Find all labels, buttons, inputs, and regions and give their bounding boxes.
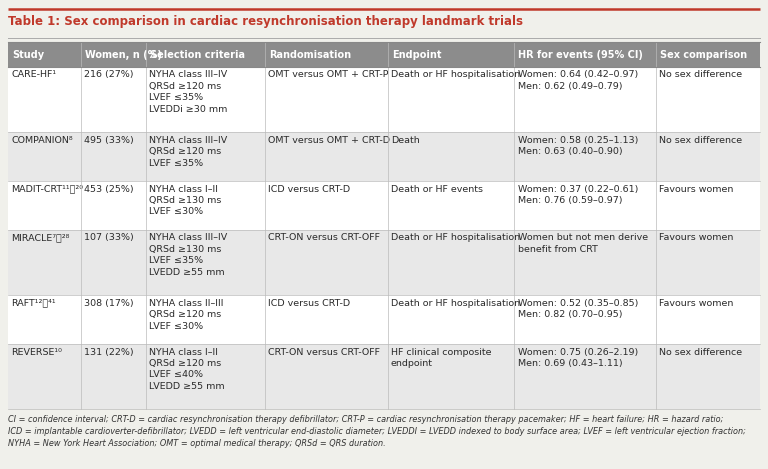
Text: RAFT¹²，⁴¹: RAFT¹²，⁴¹	[11, 299, 56, 308]
Text: CRT-ON versus CRT-OFF: CRT-ON versus CRT-OFF	[268, 234, 380, 242]
Text: ICD versus CRT-D: ICD versus CRT-D	[268, 299, 350, 308]
Text: Death or HF hospitalisation: Death or HF hospitalisation	[391, 234, 520, 242]
Bar	[8, 181, 760, 230]
Bar	[8, 344, 760, 409]
Text: Favours women: Favours women	[660, 299, 734, 308]
Bar	[8, 132, 760, 181]
Text: 453 (25%): 453 (25%)	[84, 185, 134, 194]
Text: ICD versus CRT-D: ICD versus CRT-D	[268, 185, 350, 194]
Text: 216 (27%): 216 (27%)	[84, 70, 134, 79]
Text: Women: 0.52 (0.35–0.85)
Men: 0.82 (0.70–0.95): Women: 0.52 (0.35–0.85) Men: 0.82 (0.70–…	[518, 299, 638, 319]
Bar	[8, 67, 760, 132]
Text: NYHA class III–IV
QRSd ≥120 ms
LVEF ≤35%
LVEDDi ≥30 mm: NYHA class III–IV QRSd ≥120 ms LVEF ≤35%…	[149, 70, 227, 114]
Text: Women but not men derive
benefit from CRT: Women but not men derive benefit from CR…	[518, 234, 647, 254]
Text: OMT versus OMT + CRT-D: OMT versus OMT + CRT-D	[268, 136, 390, 144]
Text: Women: 0.64 (0.42–0.97)
Men: 0.62 (0.49–0.79): Women: 0.64 (0.42–0.97) Men: 0.62 (0.49–…	[518, 70, 637, 91]
Text: MADIT-CRT¹¹，²⁰: MADIT-CRT¹¹，²⁰	[11, 185, 83, 194]
Text: Death or HF events: Death or HF events	[391, 185, 483, 194]
Bar	[8, 230, 760, 295]
Text: HF clinical composite
endpoint: HF clinical composite endpoint	[391, 348, 492, 368]
Text: CRT-ON versus CRT-OFF: CRT-ON versus CRT-OFF	[268, 348, 380, 356]
Text: Selection criteria: Selection criteria	[150, 50, 245, 60]
Text: Death: Death	[391, 136, 419, 144]
Text: NYHA class I–II
QRSd ≥120 ms
LVEF ≤40%
LVEDD ≥55 mm: NYHA class I–II QRSd ≥120 ms LVEF ≤40% L…	[149, 348, 225, 391]
Text: Women: 0.37 (0.22–0.61)
Men: 0.76 (0.59–0.97): Women: 0.37 (0.22–0.61) Men: 0.76 (0.59–…	[518, 185, 638, 205]
Text: HR for events (95% CI): HR for events (95% CI)	[518, 50, 643, 60]
Text: Study: Study	[12, 50, 44, 60]
Text: Endpoint: Endpoint	[392, 50, 441, 60]
Text: REVERSE¹⁰: REVERSE¹⁰	[11, 348, 62, 356]
Text: Women: 0.75 (0.26–2.19)
Men: 0.69 (0.43–1.11): Women: 0.75 (0.26–2.19) Men: 0.69 (0.43–…	[518, 348, 637, 368]
Text: Women: 0.58 (0.25–1.13)
Men: 0.63 (0.40–0.90): Women: 0.58 (0.25–1.13) Men: 0.63 (0.40–…	[518, 136, 638, 156]
Text: 308 (17%): 308 (17%)	[84, 299, 134, 308]
Text: 131 (22%): 131 (22%)	[84, 348, 134, 356]
Text: 107 (33%): 107 (33%)	[84, 234, 134, 242]
Text: MIRACLE⁷，²⁸: MIRACLE⁷，²⁸	[11, 234, 69, 242]
Bar	[8, 295, 760, 344]
Text: No sex difference: No sex difference	[660, 70, 743, 79]
Text: COMPANION⁸: COMPANION⁸	[11, 136, 73, 144]
Text: Death or HF hospitalisation: Death or HF hospitalisation	[391, 70, 520, 79]
Text: Randomisation: Randomisation	[269, 50, 351, 60]
Text: Favours women: Favours women	[660, 234, 734, 242]
Text: Sex comparison: Sex comparison	[660, 50, 747, 60]
Text: No sex difference: No sex difference	[660, 136, 743, 144]
Text: NYHA class III–IV
QRSd ≥120 ms
LVEF ≤35%: NYHA class III–IV QRSd ≥120 ms LVEF ≤35%	[149, 136, 227, 167]
Text: NYHA class I–II
QRSd ≥130 ms
LVEF ≤30%: NYHA class I–II QRSd ≥130 ms LVEF ≤30%	[149, 185, 222, 217]
Text: CARE-HF¹: CARE-HF¹	[11, 70, 56, 79]
Text: Favours women: Favours women	[660, 185, 734, 194]
Text: Women, n (%): Women, n (%)	[84, 50, 161, 60]
Bar	[8, 42, 760, 67]
Text: Death or HF hospitalisation: Death or HF hospitalisation	[391, 299, 520, 308]
Text: NYHA class II–III
QRSd ≥120 ms
LVEF ≤30%: NYHA class II–III QRSd ≥120 ms LVEF ≤30%	[149, 299, 223, 331]
Text: OMT versus OMT + CRT-P: OMT versus OMT + CRT-P	[268, 70, 389, 79]
Text: NYHA class III–IV
QRSd ≥130 ms
LVEF ≤35%
LVEDD ≥55 mm: NYHA class III–IV QRSd ≥130 ms LVEF ≤35%…	[149, 234, 227, 277]
Text: 495 (33%): 495 (33%)	[84, 136, 134, 144]
Text: Table 1: Sex comparison in cardiac resynchronisation therapy landmark trials: Table 1: Sex comparison in cardiac resyn…	[8, 15, 523, 28]
Text: CI = confidence interval; CRT-D = cardiac resynchronisation therapy defibrillato: CI = confidence interval; CRT-D = cardia…	[8, 415, 746, 448]
Text: No sex difference: No sex difference	[660, 348, 743, 356]
